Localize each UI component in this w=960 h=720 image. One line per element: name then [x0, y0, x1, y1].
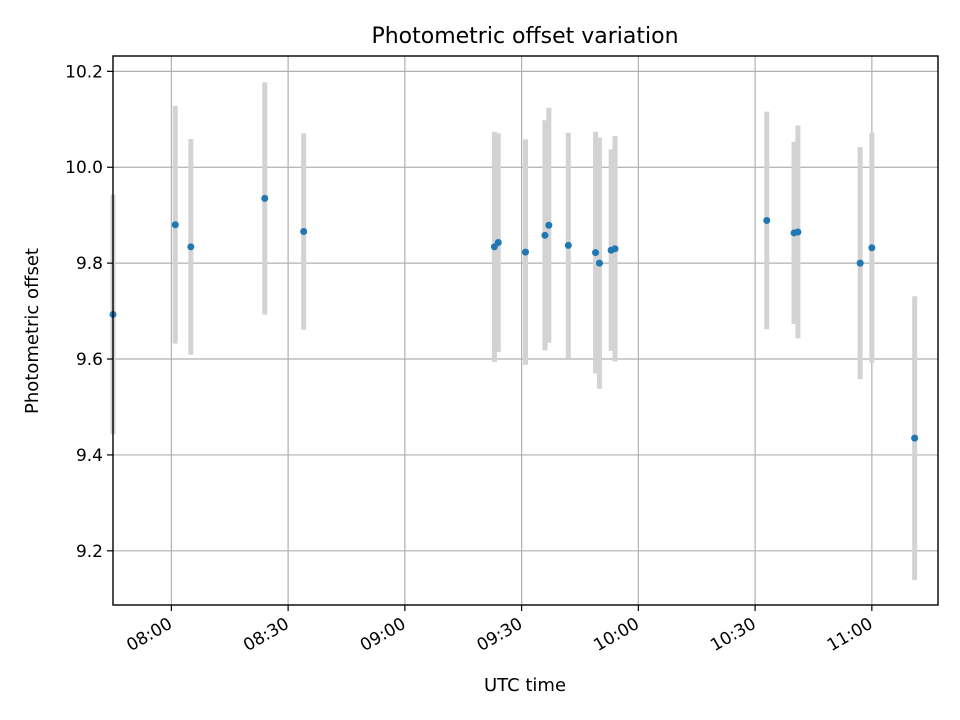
data-point	[300, 227, 308, 235]
data-point	[595, 259, 603, 267]
y-axis-ticks: 9.2 9.4 9.6 9.8 10.0 10.2	[65, 62, 113, 562]
data-point	[187, 243, 195, 251]
x-axis-ticks: 08:00 08:30 09:00 09:30 10:00 10:30 11:00	[123, 605, 876, 656]
y-tick-label: 9.8	[76, 254, 103, 274]
x-tick-label: 10:30	[707, 614, 759, 656]
x-tick-label: 08:00	[123, 614, 175, 656]
data-point	[171, 221, 179, 229]
y-tick-label: 10.2	[65, 62, 103, 82]
data-point	[541, 231, 549, 239]
y-tick-label: 10.0	[65, 158, 103, 178]
data-point	[911, 434, 919, 442]
x-tick-label: 10:00	[590, 614, 642, 656]
data-point	[522, 248, 529, 256]
data-point	[564, 241, 572, 249]
y-tick-label: 9.2	[76, 542, 103, 562]
data-point	[545, 221, 553, 229]
data-point	[611, 245, 619, 253]
y-axis-label: Photometric offset	[22, 248, 43, 414]
y-tick-label: 9.4	[76, 446, 103, 466]
data-point	[592, 249, 600, 257]
x-tick-label: 09:30	[474, 614, 526, 656]
data-point	[763, 216, 771, 224]
data-point	[494, 239, 502, 247]
x-tick-label: 08:30	[240, 614, 292, 656]
x-axis-label: UTC time	[484, 675, 566, 696]
data-points	[109, 194, 919, 442]
data-point	[261, 194, 269, 202]
x-tick-label: 11:00	[824, 614, 876, 656]
x-tick-label: 09:00	[357, 614, 409, 656]
data-point	[794, 228, 802, 236]
data-point	[856, 259, 864, 267]
chart-title: Photometric offset variation	[371, 24, 678, 49]
plot-frame	[112, 55, 939, 606]
data-point	[868, 244, 876, 252]
grid	[113, 56, 938, 605]
y-tick-label: 9.6	[76, 350, 103, 370]
error-bars	[110, 82, 918, 581]
